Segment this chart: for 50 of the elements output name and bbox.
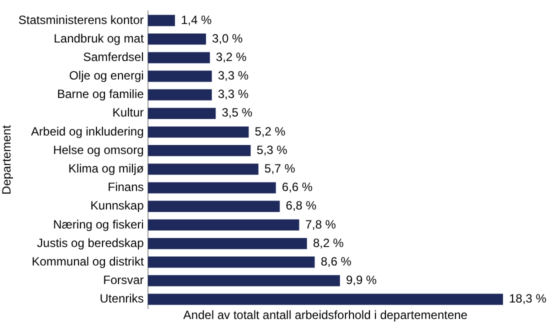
data-label: 5,7 % bbox=[264, 162, 296, 176]
bar bbox=[148, 275, 340, 286]
bar bbox=[148, 164, 258, 175]
bar bbox=[148, 108, 216, 120]
data-label: 6,6 % bbox=[282, 180, 313, 194]
data-label: 3,0 % bbox=[212, 31, 244, 46]
data-label: 3,3 % bbox=[218, 87, 249, 102]
data-label: 5,3 % bbox=[256, 142, 288, 157]
data-label: 18,3 % bbox=[509, 292, 547, 306]
y-tick-label: Barne og familie bbox=[57, 87, 144, 102]
y-tick-label: Samferdsel bbox=[83, 50, 144, 64]
y-tick-label: Statsministerens kontor bbox=[18, 12, 144, 27]
y-tick-label: Næring og fiskeri bbox=[53, 217, 144, 232]
y-tick-label: Kommunal og distrikt bbox=[32, 254, 144, 268]
bar bbox=[148, 294, 503, 305]
y-tick-label: Landbruk og mat bbox=[54, 31, 144, 46]
bar bbox=[148, 256, 315, 268]
y-tick-label: Olje og energi bbox=[69, 68, 144, 83]
data-label: 6,8 % bbox=[286, 198, 317, 213]
y-tick-label: Utenriks bbox=[100, 292, 144, 306]
bar bbox=[148, 70, 212, 82]
bar bbox=[148, 182, 276, 194]
data-label: 3,5 % bbox=[222, 106, 253, 120]
data-label: 7,8 % bbox=[305, 217, 336, 232]
bar bbox=[148, 200, 280, 212]
data-label: 8,2 % bbox=[312, 236, 344, 250]
y-tick-label: Forsvar bbox=[103, 273, 144, 288]
bar bbox=[148, 145, 251, 156]
data-label: 3,3 % bbox=[218, 68, 249, 83]
bar bbox=[148, 14, 175, 26]
y-tick-label: Justis og beredskap bbox=[37, 236, 144, 250]
y-tick-label: Klima og miljø bbox=[68, 162, 144, 176]
bar bbox=[148, 52, 210, 64]
bar bbox=[148, 126, 249, 138]
y-axis-title: Departement bbox=[0, 124, 14, 195]
data-label: 1,4 % bbox=[180, 12, 212, 27]
bar bbox=[148, 238, 307, 250]
bar bbox=[148, 219, 300, 231]
data-label: 3,2 % bbox=[216, 50, 247, 64]
data-label: 9,9 % bbox=[346, 273, 377, 288]
y-tick-label: Finans bbox=[108, 180, 144, 194]
data-label: 5,2 % bbox=[254, 124, 286, 138]
bar bbox=[148, 34, 206, 45]
y-tick-label: Kunnskap bbox=[90, 198, 144, 213]
bar bbox=[148, 89, 212, 100]
y-tick-label: Kultur bbox=[112, 106, 144, 120]
data-label: 8,6 % bbox=[320, 254, 352, 268]
y-tick-label: Arbeid og inkludering bbox=[31, 124, 144, 138]
x-axis-title: Andel av totalt antall arbeidsforhold i departementene bbox=[183, 308, 468, 322]
y-tick-label: Helse og omsorg bbox=[53, 142, 144, 157]
